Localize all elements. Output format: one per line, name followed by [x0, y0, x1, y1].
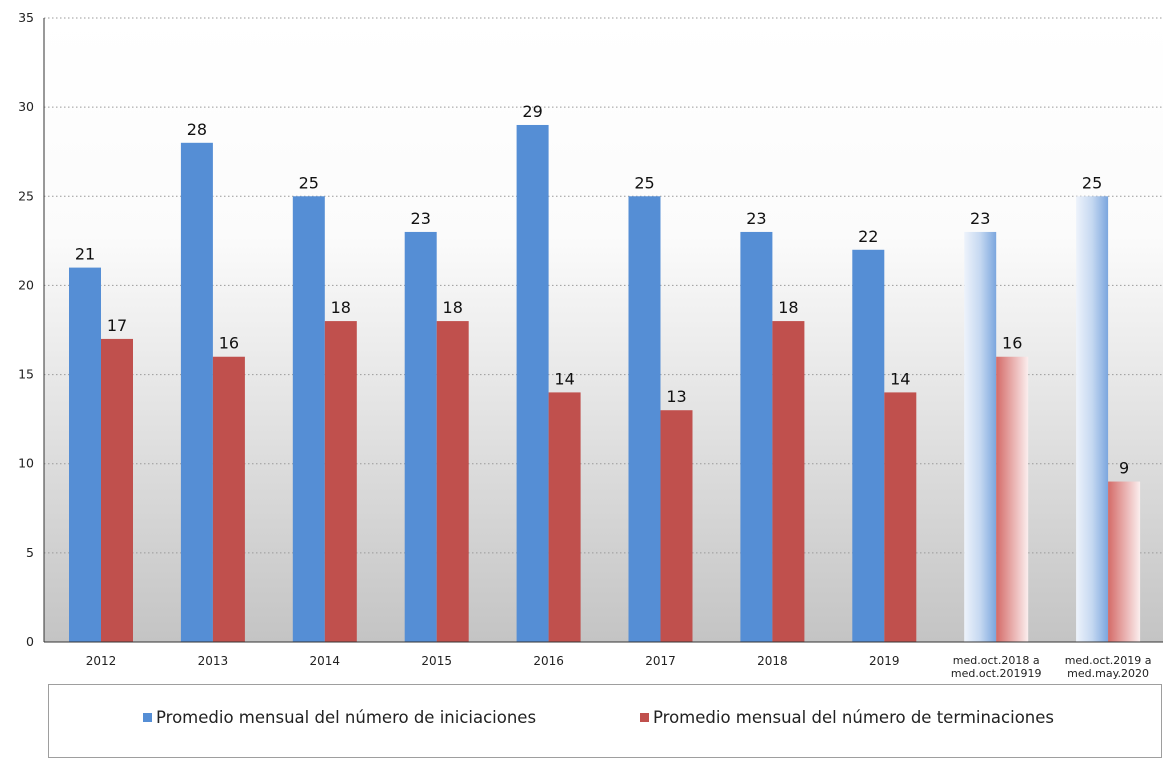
data-label-terminaciones: 14: [554, 369, 574, 388]
bar-iniciaciones: [1076, 196, 1109, 643]
bar-terminaciones: [548, 392, 581, 642]
bar-iniciaciones: [292, 196, 325, 643]
bar-iniciaciones: [964, 231, 997, 642]
data-label-terminaciones: 18: [331, 298, 351, 317]
bar-iniciaciones: [404, 231, 437, 642]
legend-label-iniciaciones: Promedio mensual del número de iniciacio…: [156, 708, 537, 727]
y-axis-ticks: 0 5 10 15 20 25 30 35: [18, 10, 34, 649]
data-label-iniciaciones: 23: [411, 209, 431, 228]
legend: Promedio mensual del número de iniciacio…: [48, 684, 1162, 758]
data-label-iniciaciones: 25: [634, 173, 654, 192]
x-tick-label: med.oct.2019 a med.may.2020: [1065, 654, 1152, 680]
bar-terminaciones: [884, 392, 917, 642]
bar-terminaciones: [436, 321, 469, 642]
bar-iniciaciones: [180, 142, 213, 643]
legend-swatch-terminaciones: [640, 713, 649, 722]
y-tick-label: 20: [18, 277, 34, 292]
y-tick-label: 25: [18, 188, 34, 203]
data-label-iniciaciones: 23: [970, 209, 990, 228]
data-label-iniciaciones: 22: [858, 227, 878, 246]
bar-terminaciones: [772, 321, 805, 642]
y-tick-label: 15: [18, 367, 34, 382]
data-label-iniciaciones: 25: [299, 173, 319, 192]
x-tick-label: 2015: [421, 654, 452, 668]
bar-iniciaciones: [852, 249, 885, 642]
bar-iniciaciones: [69, 267, 101, 642]
x-tick-label: 2016: [533, 654, 564, 668]
bar-terminaciones: [324, 321, 357, 642]
x-axis-ticks: 2012 2013 2014 2015 2016 2017 2018 2019 med.oct.…: [86, 654, 1152, 680]
bar-terminaciones: [101, 338, 133, 642]
data-label-terminaciones: 9: [1119, 459, 1129, 478]
x-tick-label: 2012: [86, 654, 117, 668]
data-labels: 21 28 25 23 29 25 23 22 23 25 17 16 18 18 14 13 18 14 16 9: [75, 102, 1129, 478]
y-tick-label: 0: [26, 634, 34, 649]
y-tick-label: 10: [18, 456, 34, 471]
data-label-terminaciones: 16: [219, 334, 239, 353]
data-label-terminaciones: 14: [890, 369, 910, 388]
data-label-terminaciones: 17: [107, 316, 127, 335]
x-tick-label: med.oct.2018 a med.oct.201919: [951, 654, 1042, 680]
x-tick-label: 2019: [869, 654, 900, 668]
bar-terminaciones: [212, 356, 245, 642]
x-tick-label: 2014: [310, 654, 341, 668]
data-label-terminaciones: 13: [666, 387, 686, 406]
x-tick-label: 2013: [198, 654, 229, 668]
bars: [69, 124, 1141, 643]
bar-iniciaciones: [740, 231, 773, 642]
bar-terminaciones: [660, 410, 693, 642]
bar-terminaciones: [1108, 481, 1141, 642]
data-label-terminaciones: 16: [1002, 334, 1022, 353]
data-label-iniciaciones: 23: [746, 209, 766, 228]
x-tick-label: 2017: [645, 654, 676, 668]
bar-iniciaciones: [516, 124, 549, 642]
axes: [43, 18, 1163, 643]
bar-terminaciones: [996, 356, 1029, 642]
data-label-terminaciones: 18: [778, 298, 798, 317]
legend-label-terminaciones: Promedio mensual del número de terminaci…: [653, 708, 1054, 727]
data-label-iniciaciones: 21: [75, 245, 95, 264]
data-label-iniciaciones: 29: [522, 102, 542, 121]
data-label-iniciaciones: 28: [187, 120, 207, 139]
y-tick-label: 5: [26, 545, 34, 560]
legend-item-terminaciones: Promedio mensual del número de terminaci…: [640, 708, 1054, 727]
y-tick-label: 30: [18, 99, 34, 114]
legend-swatch-iniciaciones: [143, 713, 152, 722]
data-label-terminaciones: 18: [443, 298, 463, 317]
legend-item-iniciaciones: Promedio mensual del número de iniciacio…: [143, 708, 536, 727]
x-tick-label: 2018: [757, 654, 788, 668]
data-label-iniciaciones: 25: [1082, 173, 1102, 192]
bar-iniciaciones: [628, 196, 661, 643]
y-tick-label: 35: [18, 10, 34, 25]
